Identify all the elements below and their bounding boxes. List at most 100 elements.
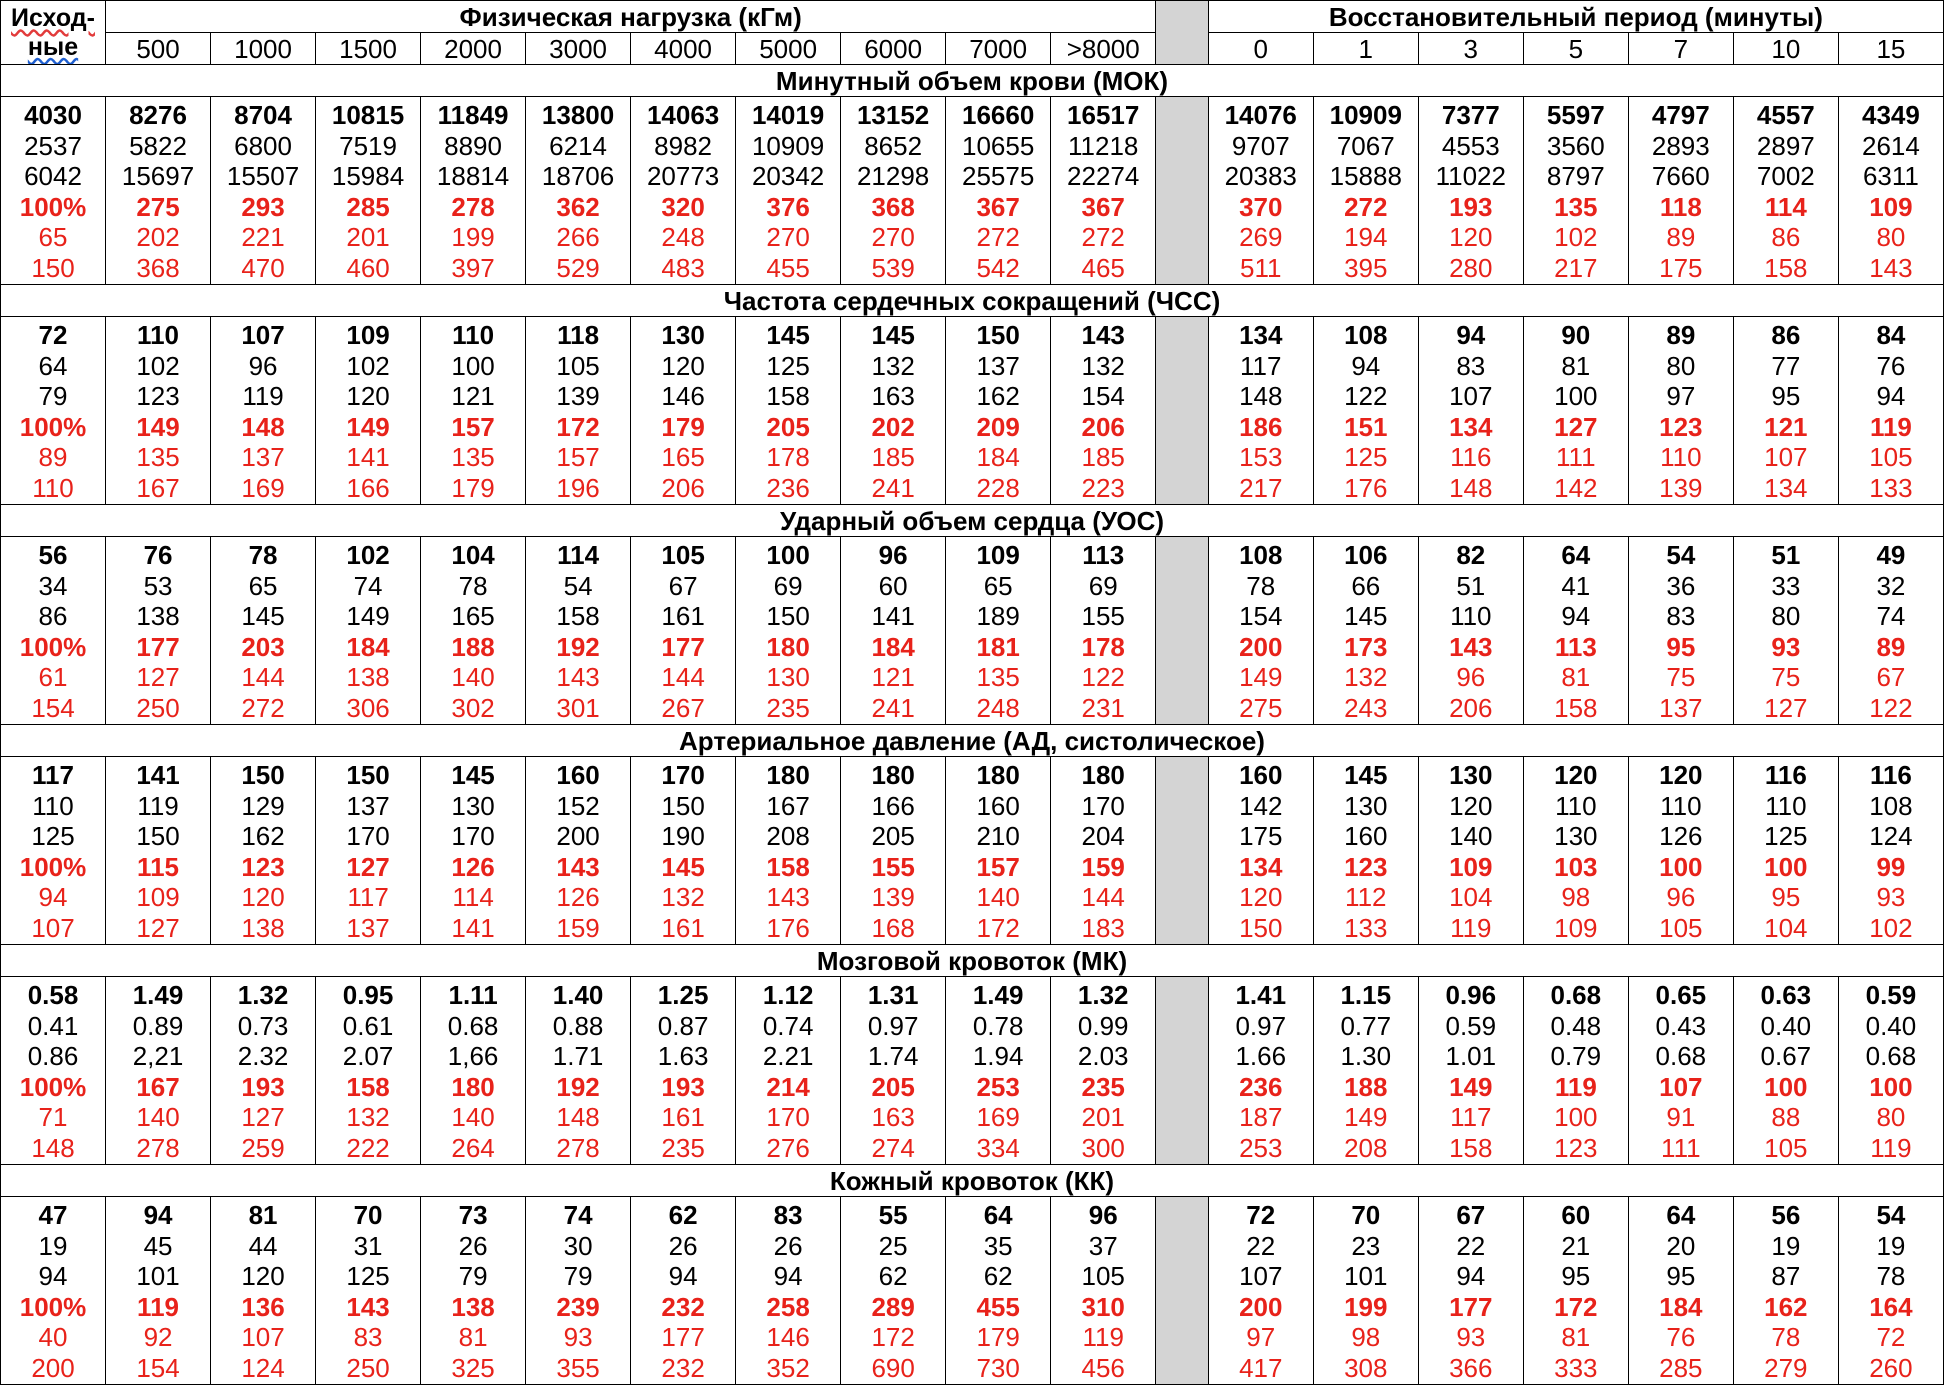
absolute-values: 13152 8652 21298 [842, 100, 945, 192]
absolute-values: 180 166 205 [842, 760, 945, 852]
min-value: 0.61 [342, 1010, 394, 1041]
percent-values: 206 185 223 [1052, 412, 1155, 504]
mean-value: 82 [1456, 540, 1486, 570]
load-cell: 180 160 210 157 140 172 [945, 756, 1052, 945]
max-percent: 104 [1764, 912, 1808, 943]
max-value: 97 [1666, 381, 1696, 412]
mean-percent: 209 [976, 411, 1020, 442]
recovery-cell: 14076 9707 20383 370 269 511 [1207, 96, 1314, 285]
absolute-values: 116 110 125 [1734, 760, 1837, 852]
min-percent: 272 [1081, 222, 1125, 253]
min-value: 102 [136, 350, 180, 381]
min-value: 9707 [1231, 130, 1290, 161]
mean-percent: 184 [871, 631, 915, 662]
min-value: 69 [773, 570, 803, 601]
recovery-cell: 56 19 87 162 78 279 [1732, 1196, 1839, 1385]
max-percent: 456 [1081, 1352, 1125, 1383]
absolute-values: 160 152 200 [527, 760, 630, 852]
max-percent: 176 [766, 912, 810, 943]
percent-values: 188 149 208 [1314, 1072, 1417, 1164]
percent-values: 143 83 250 [317, 1292, 420, 1384]
load-cell: 145 132 163 202 185 241 [840, 316, 947, 505]
max-value: 0.68 [1865, 1041, 1917, 1072]
mean-percent: 184 [1659, 1291, 1703, 1322]
mean-value: 11849 [437, 100, 509, 130]
max-percent: 158 [1764, 252, 1808, 283]
section-title-row: Минутный объем крови (МОК) [0, 64, 1944, 97]
load-cell: 1.12 0.74 2.21 214 170 276 [735, 976, 842, 1165]
absolute-values: 90 81 100 [1524, 320, 1627, 412]
min-percent: 144 [1081, 882, 1125, 913]
header-row-groups: Исход- ные Физическая нагрузка (кГм) Вос… [0, 0, 1944, 65]
recovery-cell: 10909 7067 15888 272 194 395 [1312, 96, 1419, 285]
min-percent: 116 [1450, 442, 1492, 473]
percent-values: 127 117 137 [317, 852, 420, 944]
mean-percent: 100% [19, 411, 87, 442]
recovery-cell: 160 142 175 134 120 150 [1207, 756, 1314, 945]
percent-values: 184 121 241 [842, 631, 945, 724]
min-percent: 80 [1876, 1102, 1906, 1133]
min-percent: 89 [1666, 222, 1696, 253]
load-cell: 10815 7519 15984 285 201 460 [315, 96, 422, 285]
max-percent: 122 [1869, 692, 1913, 723]
absolute-values: 117 110 125 [2, 760, 105, 852]
load-cell: 62 26 94 232 177 232 [630, 1196, 737, 1385]
mean-value: 55 [878, 1200, 908, 1230]
max-percent: 250 [136, 692, 180, 723]
load-cell: 1.49 0.78 1.94 253 169 334 [945, 976, 1052, 1165]
min-percent: 144 [241, 662, 285, 693]
max-percent: 483 [661, 252, 705, 283]
mean-value: 62 [668, 1200, 698, 1230]
absolute-values: 170 150 190 [632, 760, 735, 852]
max-value: 155 [1081, 601, 1125, 632]
min-value: 7519 [339, 130, 397, 161]
max-percent: 308 [1344, 1352, 1388, 1383]
max-value: 94 [1561, 601, 1591, 632]
min-value: 51 [1456, 570, 1486, 601]
min-percent: 140 [976, 882, 1020, 913]
recovery-cell: 60 21 95 172 81 333 [1522, 1196, 1629, 1385]
load-cell: 100 69 150 180 130 235 [735, 536, 842, 725]
recovery-column-header: 5 [1522, 32, 1629, 65]
min-percent: 143 [556, 662, 600, 693]
mean-value: 14019 [751, 100, 825, 130]
min-value: 11218 [1068, 130, 1139, 161]
min-value: 8890 [444, 130, 502, 161]
mean-percent: 157 [451, 411, 495, 442]
max-value: 0.67 [1760, 1041, 1812, 1072]
min-value: 6214 [549, 130, 607, 161]
recovery-cell: 120 110 130 103 98 109 [1522, 756, 1629, 945]
min-value: 129 [241, 790, 285, 821]
max-percent: 154 [136, 1352, 180, 1383]
max-value: 130 [1554, 821, 1598, 852]
max-percent: 253 [1239, 1132, 1283, 1163]
max-percent: 217 [1239, 472, 1283, 503]
percent-values: 100 96 105 [1629, 852, 1732, 944]
section-title: Артериальное давление (АД, систолическое… [0, 724, 1944, 757]
max-percent: 276 [766, 1132, 810, 1163]
percent-values: 151 125 176 [1314, 412, 1417, 504]
min-value: 0.89 [132, 1010, 184, 1041]
absolute-values: 89 80 97 [1629, 320, 1732, 412]
percent-values: 272 194 395 [1314, 192, 1417, 284]
mean-percent: 236 [1239, 1071, 1283, 1102]
mean-percent: 115 [137, 851, 179, 882]
min-percent: 194 [1344, 222, 1388, 253]
load-column-header: 5000 [735, 32, 842, 65]
mean-value: 83 [773, 1200, 803, 1230]
mean-percent: 193 [241, 1071, 285, 1102]
max-percent: 250 [346, 1352, 390, 1383]
mean-value: 120 [1554, 760, 1598, 790]
min-value: 32 [1876, 570, 1906, 601]
min-percent: 80 [1876, 222, 1906, 253]
max-value: 154 [1239, 601, 1283, 632]
mean-value: 76 [143, 540, 173, 570]
min-value: 33 [1771, 570, 1801, 601]
min-value: 8982 [654, 130, 713, 161]
load-cell: 1.32 0.73 2.32 193 127 259 [210, 976, 317, 1165]
max-value: 79 [38, 381, 68, 412]
min-value: 26 [458, 1230, 488, 1261]
mean-value: 54 [1666, 540, 1696, 570]
mean-value: 8704 [234, 100, 292, 130]
